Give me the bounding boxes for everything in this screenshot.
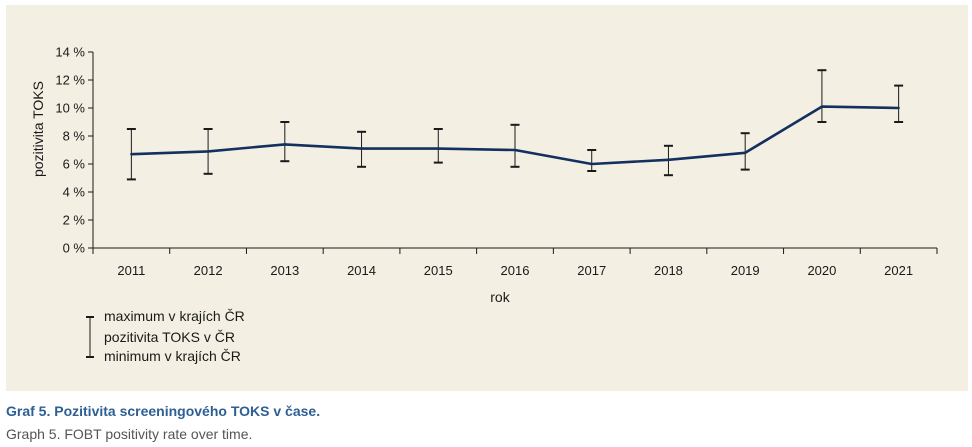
legend: maximum v krajích ČR pozitivita TOKS v Č… — [86, 308, 245, 364]
data-point — [437, 147, 440, 150]
x-axis: 2011 2012 2013 2014 2015 2016 2017 2018 2019 2020… — [92, 247, 938, 278]
x-tick-label: 2018 — [654, 263, 683, 278]
y-tick-label: 8 % — [63, 129, 86, 144]
legend-value-label: pozitivita TOKS v ČR — [104, 329, 235, 345]
data-point — [897, 106, 900, 110]
y-tick-label: 0 % — [63, 241, 86, 256]
data-point — [743, 151, 747, 154]
x-tick-label: 2021 — [884, 263, 913, 278]
data-point — [820, 105, 824, 108]
figure-caption-english: Graph 5. FOBT positivity rate over time. — [6, 426, 253, 442]
x-tick-label: 2016 — [501, 263, 530, 278]
y-tick-label: 14 % — [55, 45, 85, 60]
legend-min-label: minimum v krajích ČR — [104, 348, 241, 364]
y-axis: 0 % 2 % 4 % 6 % 8 % 10 % 12 % 14 % — [55, 45, 94, 256]
x-tick-label: 2019 — [731, 263, 760, 278]
x-axis-title: rok — [490, 289, 510, 305]
y-tick-label: 2 % — [63, 213, 86, 228]
x-tick-label: 2012 — [194, 263, 223, 278]
y-tick-label: 10 % — [55, 101, 85, 116]
positivity-line-chart: 0 % 2 % 4 % 6 % 8 % 10 % 12 % 14 % 2011 2012 2013… — [30, 45, 938, 364]
data-point — [283, 143, 287, 146]
y-tick-label: 6 % — [63, 157, 86, 172]
data-point — [360, 147, 363, 150]
legend-max-label: maximum v krajích ČR — [104, 308, 245, 324]
y-axis-title: pozitivita TOKS — [30, 81, 46, 177]
y-tick-label: 4 % — [63, 185, 86, 200]
chart-panel: 0 % 2 % 4 % 6 % 8 % 10 % 12 % 14 % 2011 2012 2013… — [6, 5, 968, 391]
figure-caption-czech: Graf 5. Pozitivita screeningového TOKS v… — [6, 403, 321, 419]
data-point — [590, 162, 593, 166]
x-tick-label: 2013 — [270, 263, 299, 278]
x-tick-label: 2011 — [117, 263, 145, 278]
data-point — [130, 153, 133, 156]
error-bars — [126, 69, 904, 181]
y-tick-label: 12 % — [55, 73, 85, 88]
x-tick-label: 2015 — [424, 263, 453, 278]
series-line — [130, 105, 900, 166]
data-point — [206, 150, 210, 153]
data-point — [513, 148, 517, 152]
x-tick-label: 2017 — [577, 263, 606, 278]
data-point — [667, 158, 670, 161]
x-tick-label: 2014 — [347, 263, 376, 278]
x-tick-label: 2020 — [807, 263, 836, 278]
